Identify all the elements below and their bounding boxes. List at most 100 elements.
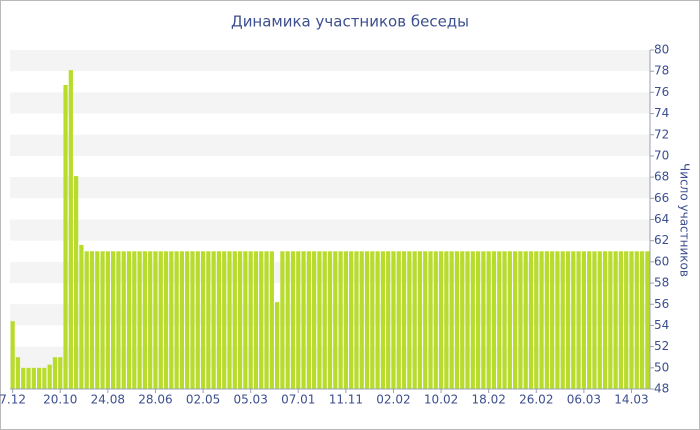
bar (116, 251, 121, 389)
bar (190, 251, 195, 389)
bar (587, 251, 592, 389)
x-tick-label: 14.03 (614, 393, 648, 407)
bar (592, 251, 597, 389)
bar (571, 251, 576, 389)
bar (539, 251, 544, 389)
bar (624, 251, 629, 389)
bar (169, 251, 174, 389)
bar (26, 367, 31, 389)
x-tick-label: 7.12 (0, 393, 26, 407)
bar (438, 251, 444, 389)
grid-band (10, 219, 650, 241)
bar (417, 251, 423, 389)
x-tick-label: 26.02 (519, 393, 553, 407)
grid-band (10, 177, 650, 199)
bar (618, 251, 624, 389)
bar (63, 84, 68, 389)
bar (639, 251, 645, 389)
bar (105, 251, 110, 389)
bar (401, 251, 407, 389)
bar (645, 251, 650, 389)
y-tick-label: 54 (654, 318, 669, 332)
bar (354, 251, 359, 389)
bar (634, 251, 639, 389)
bar (163, 251, 169, 389)
bar (259, 251, 264, 389)
chart-title: Динамика участников беседы (231, 13, 469, 31)
y-tick-label: 72 (654, 127, 669, 141)
y-tick-label: 70 (654, 148, 669, 162)
bar (428, 251, 433, 389)
bar (550, 251, 555, 389)
bar (502, 251, 507, 389)
y-tick-label: 78 (654, 64, 669, 78)
bar (248, 251, 253, 389)
y-tick-label: 64 (654, 212, 669, 226)
grid-band (10, 50, 650, 72)
bar (174, 251, 179, 389)
bar (58, 357, 63, 389)
y-tick-label: 58 (654, 276, 669, 290)
bar (560, 251, 565, 389)
grid-band (10, 92, 650, 114)
bar (322, 251, 327, 389)
bar (200, 251, 206, 389)
bar (581, 251, 586, 389)
bar (237, 251, 243, 389)
bar (42, 367, 47, 389)
bar (285, 251, 290, 389)
bar (95, 251, 100, 389)
bar (433, 251, 438, 389)
bar (518, 251, 523, 389)
bar (523, 251, 528, 389)
bar (148, 251, 153, 389)
bar (232, 251, 237, 389)
x-tick-label: 05.03 (233, 393, 267, 407)
bar (301, 251, 306, 389)
bar (491, 251, 497, 389)
bar (597, 251, 602, 389)
y-tick-label: 80 (654, 43, 669, 57)
bar (264, 251, 269, 389)
bar (470, 251, 475, 389)
bar (497, 251, 502, 389)
bar (216, 251, 222, 389)
bar (465, 251, 470, 389)
bar (206, 251, 211, 389)
bar (100, 251, 105, 389)
bar (544, 251, 549, 389)
y-tick-label: 76 (654, 85, 669, 99)
bar (142, 251, 147, 389)
bar (613, 251, 618, 389)
bar (47, 364, 52, 389)
bar (534, 251, 539, 389)
bar (68, 70, 73, 390)
bar (359, 251, 364, 389)
y-tick-label: 52 (654, 339, 669, 353)
bar (243, 251, 248, 389)
bar (306, 251, 311, 389)
x-tick-label: 06.03 (567, 393, 601, 407)
bar (375, 251, 380, 389)
bar (10, 321, 15, 389)
bar (449, 251, 454, 389)
bar (74, 176, 79, 389)
x-tick-label: 28.06 (138, 393, 172, 407)
bar (349, 251, 354, 389)
bar (423, 251, 428, 389)
bar (454, 251, 460, 389)
bar (565, 251, 571, 389)
bar (608, 251, 613, 389)
bar (153, 251, 158, 389)
x-tick-label: 24.08 (91, 393, 125, 407)
bar (31, 367, 36, 389)
y-tick-label: 62 (654, 233, 669, 247)
bar (507, 251, 512, 389)
bar (576, 251, 581, 389)
x-tick-label: 11.11 (329, 393, 363, 407)
y-tick-label: 68 (654, 170, 669, 184)
y-tick-label: 48 (654, 382, 669, 396)
bar (343, 251, 348, 389)
